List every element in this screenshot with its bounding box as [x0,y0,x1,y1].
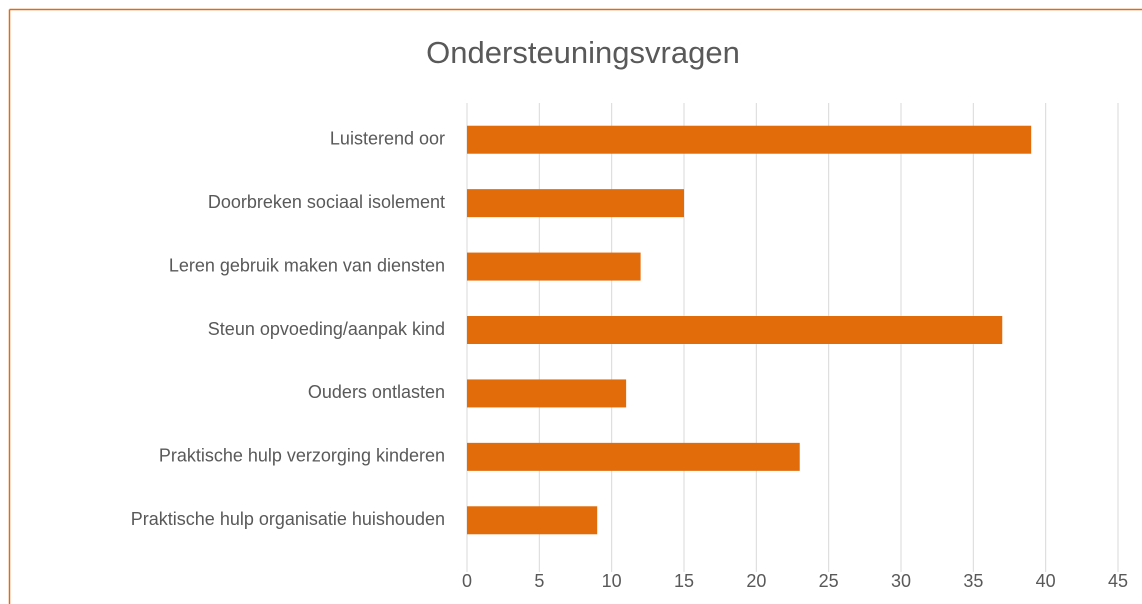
bar [467,442,800,471]
x-tick-label: 20 [746,571,766,591]
x-tick-label: 15 [674,571,694,591]
y-tick-label: Praktische hulp verzorging kinderen [159,446,445,466]
x-tick-label: 40 [1036,571,1056,591]
x-tick-label: 45 [1108,571,1128,591]
bar [467,252,641,281]
chart-title: Ondersteuningsvragen [426,35,740,70]
y-tick-label: Steun opvoeding/aanpak kind [208,319,445,339]
x-tick-label: 35 [963,571,983,591]
bar [467,189,684,218]
x-tick-label: 10 [602,571,622,591]
x-tick-label: 30 [891,571,911,591]
bar [467,506,598,535]
x-tick-label: 25 [819,571,839,591]
bar [467,316,1003,344]
x-tick-label: 5 [534,571,544,591]
y-tick-label: Doorbreken sociaal isolement [208,192,445,212]
y-tick-label: Luisterend oor [330,128,445,148]
bar [467,379,627,408]
y-tick-label: Praktische hulp organisatie huishouden [131,509,445,529]
x-tick-label: 0 [462,571,472,591]
y-tick-label: Ouders ontlasten [308,382,445,402]
bar [467,125,1032,154]
y-tick-label: Leren gebruik maken van diensten [169,255,445,275]
